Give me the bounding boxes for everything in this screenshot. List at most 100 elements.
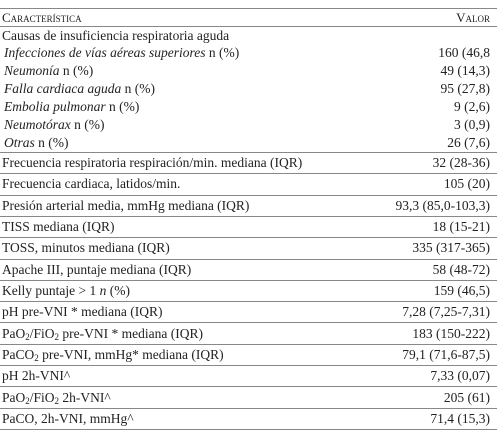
row-value: 32 (28-36)	[432, 155, 490, 171]
label-part: /FiO	[29, 389, 55, 405]
row-label: Frecuencia cardiaca, latidos/min.	[2, 176, 180, 192]
data-row: Kelly puntaje > 1 n (%) 159 (46,5)	[0, 279, 497, 301]
label-part: PaCO, 2h-VNI, mmHg^	[2, 410, 134, 426]
data-row: TISS mediana (IQR) 18 (15-21)	[0, 215, 497, 237]
label-part: Frecuencia respiratoria respiración/min.…	[2, 155, 303, 171]
label-part: n (%)	[59, 63, 94, 78]
cause-row: Infecciones de vías aéreas superiores n …	[0, 44, 497, 62]
row-value: 18 (15-21)	[432, 219, 490, 235]
row-label: Neumotórax n (%)	[4, 117, 105, 133]
row-value: 58 (48-72)	[432, 261, 490, 277]
label-part: PaO	[2, 389, 26, 405]
row-label: Presión arterial media, mmHg mediana (IQ…	[2, 198, 249, 214]
row-label: PaO2/FiO2 2h-VNI^	[2, 390, 111, 406]
label-part: Falla cardiaca aguda	[4, 81, 122, 96]
row-value: 79,1 (71,6-87,5)	[402, 346, 490, 362]
row-label: Kelly puntaje > 1 n (%)	[2, 283, 130, 299]
cause-row: Neumotórax n (%) 3 (0,9)	[0, 116, 497, 134]
row-label: Neumonía n (%)	[4, 63, 93, 79]
row-value: 9 (2,6)	[454, 99, 490, 114]
cause-row: Otras n (%) 26 (7,6)	[0, 134, 497, 152]
label-part: pre-VNI, mmHg* mediana (IQR)	[38, 346, 224, 362]
row-label: Apache III, puntaje mediana (IQR)	[2, 262, 191, 278]
label-part: n (%)	[121, 81, 155, 96]
label-part: Kelly puntaje > 1	[2, 282, 100, 298]
data-row: pH 2h-VNI^ 7,33 (0,07)	[0, 365, 497, 386]
data-row: pH pre-VNI * mediana (IQR) 7,28 (7,25-7,3…	[0, 301, 497, 322]
label-part: Embolia pulmonar	[4, 99, 106, 114]
data-row: Presión arterial media, mmHg mediana (IQ…	[0, 194, 497, 216]
row-value: 3 (0,9)	[454, 117, 490, 132]
data-row: TOSS, minutos mediana (IQR) 335 (317-365)	[0, 237, 497, 258]
section-row: Causas de insuficiencia respiratoria agu…	[0, 26, 497, 44]
cause-row: Embolia pulmonar n (%) 9 (2,6)	[0, 98, 497, 116]
bottom-rule	[0, 429, 497, 430]
row-value: 26 (7,6)	[447, 135, 490, 150]
header-row: Característica Valor	[0, 8, 497, 26]
label-part: pH pre-VNI * mediana (IQR)	[2, 304, 163, 320]
row-value: 95 (27,8)	[440, 81, 491, 96]
label-part: 2	[25, 395, 30, 406]
row-label: Infecciones de vías aéreas superiores n …	[4, 45, 239, 61]
label-part: PaO	[2, 325, 26, 341]
row-value: 183 (150-222)	[412, 325, 490, 341]
row-value: 49 (14,3)	[440, 63, 491, 78]
label-part: 2	[25, 331, 30, 342]
row-label: PaCO, 2h-VNI, mmHg^	[2, 411, 134, 427]
label-part: (%)	[106, 282, 130, 298]
row-value: 71,4 (15,3)	[430, 410, 490, 426]
label-part: n (%)	[205, 45, 240, 60]
row-value: 93,3 (85,0-103,3)	[395, 197, 491, 213]
row-value: 335 (317-365)	[412, 240, 490, 256]
label-part: n	[99, 282, 107, 298]
row-label: Frecuencia respiratoria respiración/min.…	[2, 155, 302, 171]
data-row: PaO2/FiO2 pre-VNI * mediana (IQR) 183 (15…	[0, 322, 497, 343]
data-row: Frecuencia respiratoria respiración/min.…	[0, 152, 497, 173]
label-part: TOSS, minutos mediana (IQR)	[2, 240, 170, 256]
row-label: pH pre-VNI * mediana (IQR)	[2, 304, 162, 320]
data-row: PaO2/FiO2 2h-VNI^ 205 (61)	[0, 386, 497, 407]
row-value: 205 (61)	[443, 389, 490, 405]
row-value: 7,33 (0,07)	[430, 368, 490, 384]
label-part: Apache III, puntaje mediana (IQR)	[2, 261, 192, 277]
label-part: Otras	[4, 135, 35, 150]
row-value: 159 (46,5)	[433, 282, 490, 298]
row-label: Embolia pulmonar n (%)	[4, 99, 139, 115]
data-row: PaCO, 2h-VNI, mmHg^ 71,4 (15,3)	[0, 407, 497, 429]
label-part: pH 2h-VNI^	[2, 368, 71, 384]
label-part: n (%)	[34, 135, 69, 150]
row-label: Falla cardiaca aguda n (%)	[4, 81, 155, 97]
section-title: Causas de insuficiencia respiratoria agu…	[2, 27, 230, 43]
label-part: PaCO	[2, 346, 35, 362]
header-value: Valor	[456, 9, 490, 25]
label-part: 2h-VNI^	[59, 389, 111, 405]
cause-row: Falla cardiaca aguda n (%) 95 (27,8)	[0, 80, 497, 98]
label-part: Neumonía	[4, 63, 60, 78]
row-value: 7,28 (7,25-7,31)	[402, 304, 490, 320]
cause-row: Neumonía n (%) 49 (14,3)	[0, 62, 497, 80]
row-label: PaCO2 pre-VNI, mmHg* mediana (IQR)	[2, 347, 224, 363]
label-part: Presión arterial media, mmHg mediana (IQ…	[2, 197, 250, 213]
row-label: TISS mediana (IQR)	[2, 219, 114, 235]
label-part: Frecuencia cardiaca, latidos/min.	[2, 176, 181, 192]
row-label: pH 2h-VNI^	[2, 368, 70, 384]
data-row: Apache III, puntaje mediana (IQR) 58 (48-…	[0, 258, 497, 280]
label-part: /FiO	[29, 325, 55, 341]
row-value: 105 (20)	[443, 176, 490, 192]
label-part: Neumotórax	[4, 117, 71, 132]
label-part: 2	[54, 395, 60, 406]
label-part: TISS mediana (IQR)	[2, 219, 115, 235]
row-label: PaO2/FiO2 pre-VNI * mediana (IQR)	[2, 326, 203, 342]
label-part: 2	[34, 352, 39, 363]
data-row: Frecuencia cardiaca, latidos/min. 105 (20…	[0, 173, 497, 194]
row-value: 160 (46,8	[438, 45, 490, 60]
label-part: Infecciones de vías aéreas superiores	[4, 45, 206, 60]
label-part: pre-VNI * mediana (IQR)	[59, 325, 203, 341]
row-label: Otras n (%)	[4, 135, 69, 151]
label-part: 2	[54, 331, 60, 342]
header-label: Característica	[2, 9, 82, 25]
label-part: n (%)	[105, 99, 140, 114]
row-label: TOSS, minutos mediana (IQR)	[2, 240, 170, 256]
data-row: PaCO2 pre-VNI, mmHg* mediana (IQR) 79,1 (…	[0, 343, 497, 365]
